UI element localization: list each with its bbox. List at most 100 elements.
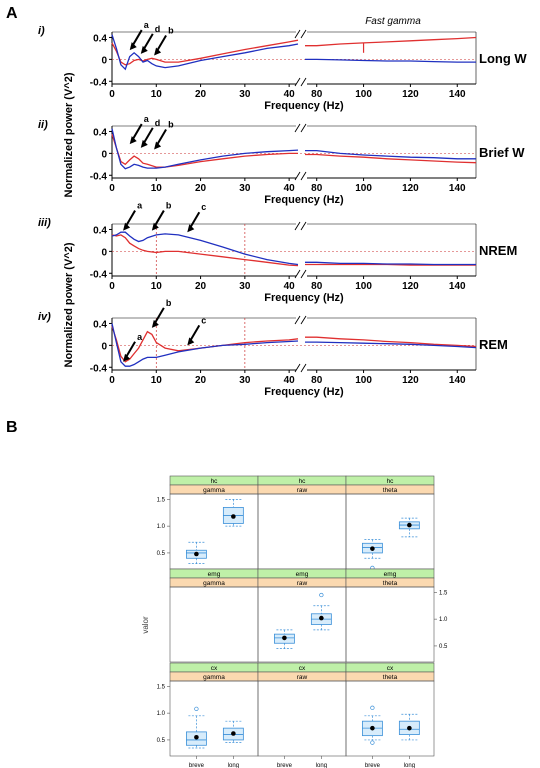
panel-a-ylabel: Normalized power (V^2)	[63, 72, 75, 197]
strip-row-label: emg	[384, 571, 397, 578]
mean-dot	[282, 635, 287, 641]
x-axis-title: Frequency (Hz)	[264, 292, 344, 304]
arrow-label: b	[166, 201, 172, 211]
x-tick-label: 100	[355, 183, 372, 194]
mean-dot	[231, 731, 236, 736]
mean-dot	[319, 615, 324, 621]
x-tick-label: 0	[109, 183, 115, 194]
strip-row-label: hc	[387, 478, 395, 485]
y-tick-label: -0.4	[90, 363, 108, 374]
series-line-low-red	[111, 234, 299, 267]
arrow-label: a	[144, 20, 150, 30]
x-tick-label: long	[316, 763, 327, 768]
strip-col-label: raw	[297, 674, 308, 681]
axis-break-mark	[294, 171, 307, 181]
subplot-4: 0.40-0.40 10 20 30 40 80 100 120 140abciv)REMFre…	[38, 298, 508, 398]
panel-b-letter: B	[6, 419, 18, 436]
axis-break-mask	[296, 171, 307, 181]
subplot-label: i)	[38, 25, 45, 37]
strip-row-label: hc	[211, 478, 219, 485]
facet-frame	[169, 586, 259, 663]
mean-dot	[194, 734, 199, 740]
mean-dot	[407, 522, 412, 528]
series-line-low-blue	[111, 231, 299, 266]
panel-b-ylabel: valor	[141, 616, 150, 634]
subplot-label: ii)	[38, 119, 48, 131]
outlier-point	[370, 705, 375, 710]
facet-hc-raw: hc raw	[257, 475, 347, 570]
arrow-c: c	[187, 202, 206, 233]
arrow-a: a	[129, 114, 150, 145]
facet-frame	[257, 493, 347, 570]
x-tick-label: 40	[284, 89, 296, 100]
arrow-label: d	[155, 118, 161, 128]
axis-break-mask	[296, 77, 307, 87]
y-tick-label: 1.5	[439, 590, 448, 596]
series-line-high-red	[305, 153, 477, 164]
strip-row-label: hc	[299, 478, 307, 485]
y-tick-label: 1.0	[157, 711, 166, 717]
y-tick-label: 1.0	[157, 524, 166, 530]
axis-break-mask	[296, 29, 307, 39]
box-breve	[185, 706, 207, 749]
x-tick-label: 0	[109, 375, 115, 386]
series-line-high-blue	[305, 149, 476, 160]
arrow-d: d	[140, 24, 160, 54]
x-tick-label: 140	[449, 281, 466, 292]
series-line-high-red	[305, 36, 477, 47]
y-tick-label: 0.4	[93, 319, 107, 330]
arrow-label: b	[168, 120, 174, 130]
x-tick-label: 20	[195, 281, 207, 292]
arrow-head	[140, 45, 148, 54]
facet-cx-raw: cx raw breve long	[257, 662, 347, 768]
x-tick-label: 120	[402, 89, 419, 100]
panel-a-ylabel-2: Normalized power (V^2)	[63, 242, 75, 367]
x-tick-label: 80	[311, 183, 323, 194]
arrow-label: b	[166, 298, 172, 308]
x-tick-label: 30	[239, 183, 251, 194]
arrow-head	[187, 337, 195, 346]
series-line-low-blue	[111, 34, 299, 71]
x-tick-label: 0	[109, 89, 115, 100]
arrow-head	[151, 319, 159, 328]
x-tick-label: 40	[284, 183, 296, 194]
x-tick-label: 120	[402, 281, 419, 292]
arrow-d: d	[140, 118, 161, 148]
y-tick-label: 0	[101, 55, 107, 66]
y-tick-label: 0.5	[157, 551, 166, 557]
x-tick-label: 140	[449, 89, 466, 100]
y-tick-label: -0.4	[90, 171, 108, 182]
x-tick-label: 30	[239, 281, 251, 292]
series-line-high-blue	[305, 58, 476, 63]
arrow-head	[123, 353, 131, 362]
strip-row-label: cx	[387, 665, 394, 672]
axis-break-mark	[294, 269, 307, 279]
y-tick-label: 0	[101, 341, 107, 352]
y-tick-label: 0.4	[93, 225, 107, 236]
facet-frame	[169, 493, 259, 570]
mean-dot	[407, 725, 412, 731]
mean-dot	[370, 546, 375, 551]
series-line-high-red	[305, 336, 477, 348]
series-line-low-red	[111, 39, 299, 66]
arrow-b: b	[151, 298, 172, 328]
y-tick-label: -0.4	[90, 77, 108, 88]
box-long	[398, 713, 420, 741]
facet-hc-theta: hc theta	[345, 475, 435, 571]
condition-label: NREM	[479, 243, 517, 258]
axis-break-mark	[294, 315, 307, 325]
box-breve	[361, 705, 383, 745]
outlier-point	[370, 740, 375, 745]
x-tick-label: 20	[195, 89, 207, 100]
mean-dot	[370, 725, 375, 731]
axis-break-mark	[294, 123, 307, 133]
arrow-head	[140, 139, 148, 148]
arrow-b: b	[151, 201, 172, 231]
condition-label: Brief W	[479, 145, 525, 160]
series-line-high-blue	[305, 341, 477, 349]
panel-b-boxplots: hc gamma 1.5 1.0 0.5 hc raw hc theta emg gamma emg r…	[157, 475, 448, 768]
box-long	[310, 592, 332, 631]
box-breve	[361, 539, 383, 571]
